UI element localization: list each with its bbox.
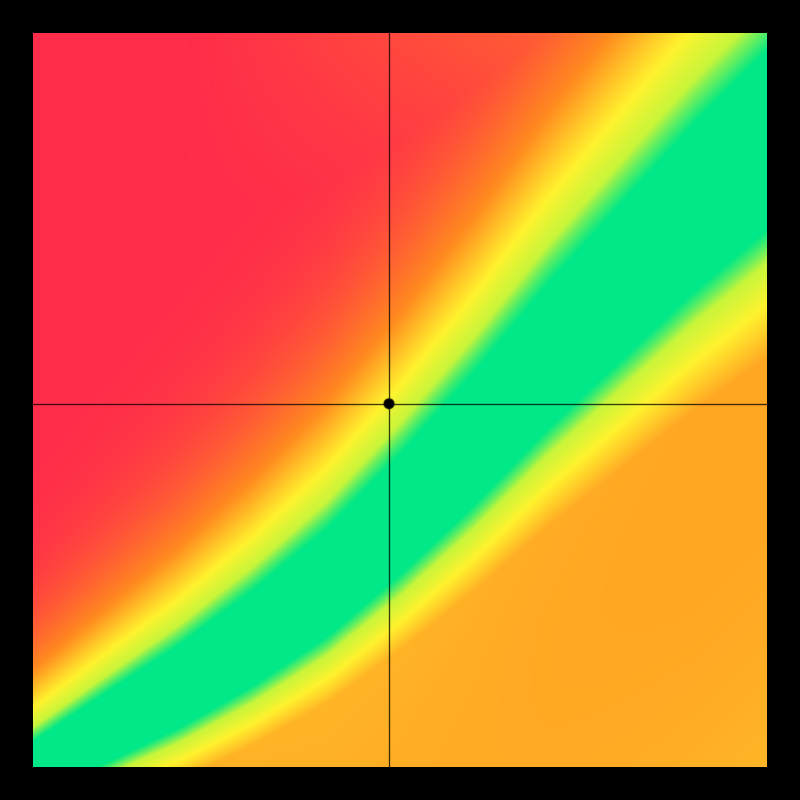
chart-container: TheBottleneck.com: [0, 0, 800, 800]
bottleneck-heatmap: [33, 33, 767, 767]
watermark-text: TheBottleneck.com: [562, 6, 765, 32]
